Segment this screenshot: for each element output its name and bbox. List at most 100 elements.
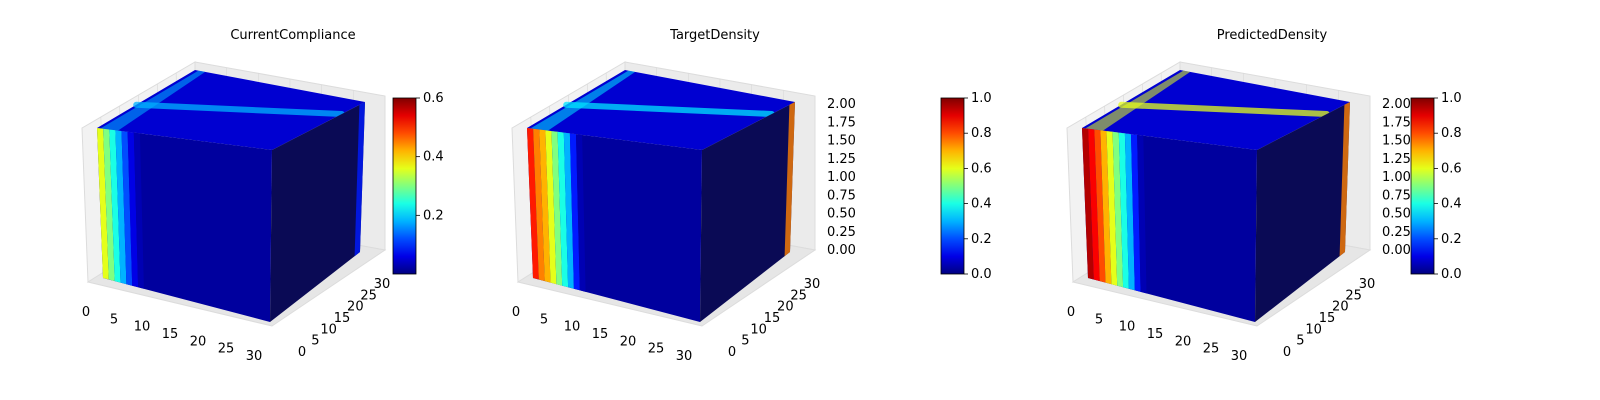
z-tick-label: 0.75	[1382, 188, 1411, 203]
voxel-band	[1100, 130, 1112, 285]
voxel-right-face	[270, 102, 365, 322]
voxel-band	[1082, 128, 1094, 280]
voxel-band	[569, 133, 580, 291]
x-tick-label: 25	[1203, 342, 1220, 357]
colorbar	[1410, 97, 1435, 275]
chart-title: PredictedDensity	[1217, 28, 1328, 43]
x-tick-label: 5	[110, 312, 118, 327]
y-tick-label: 20	[777, 300, 794, 315]
z-tick-label: 1.25	[827, 152, 856, 167]
voxel-top-streak	[1118, 101, 1330, 117]
x-tick-label: 30	[676, 349, 693, 364]
voxel-band	[97, 128, 109, 280]
z-tick-label: 1.50	[827, 134, 856, 149]
y-tick-label: 20	[347, 300, 364, 315]
y-tick-label: 5	[1296, 334, 1304, 349]
z-tick-label: 2.00	[827, 97, 856, 112]
colorbar-tick-label: 0.4	[423, 150, 444, 165]
y-tick-label: 30	[1359, 277, 1376, 292]
x-tick-label: 10	[134, 320, 151, 335]
x-tick-label: 5	[540, 312, 548, 327]
y-tick-label: 30	[804, 277, 821, 292]
voxel-top-streak	[563, 101, 775, 117]
z-tick-label: 1.00	[827, 170, 856, 185]
x-tick-label: 25	[648, 342, 665, 357]
voxel-band	[1137, 134, 1147, 294]
voxel-band	[1124, 133, 1135, 291]
voxel-top-band	[100, 70, 206, 131]
colorbar-tick-label: 0.6	[971, 161, 992, 176]
voxel-band	[563, 132, 574, 289]
z-tick-label: 0.00	[827, 243, 856, 258]
colorbar-tick-label: 0.4	[1441, 197, 1462, 212]
voxel-band	[576, 134, 586, 292]
x-tick-label: 30	[246, 349, 263, 364]
voxel-right-edge	[1339, 102, 1350, 257]
y-tick-label: 0	[728, 345, 736, 360]
x-tick-label: 30	[1231, 349, 1248, 364]
x-tick-label: 15	[162, 327, 179, 342]
y-tick-label: 10	[750, 322, 767, 337]
z-tick-label: 2.00	[1382, 97, 1411, 112]
y-tick-label: 25	[790, 288, 807, 303]
voxel-band	[557, 131, 569, 288]
x-tick-label: 0	[512, 305, 520, 320]
y-tick-label: 0	[1283, 345, 1291, 360]
colorbar-tick-label: 0.2	[971, 232, 992, 247]
y-tick-label: 15	[1319, 311, 1336, 326]
y-tick-label: 15	[334, 311, 351, 326]
voxel-band	[551, 131, 563, 286]
z-tick-label: 0.25	[1382, 225, 1411, 240]
z-tick-label: 1.25	[1382, 152, 1411, 167]
y-tick-label: 30	[374, 277, 391, 292]
voxel-band	[103, 128, 115, 282]
voxel-band	[1088, 128, 1100, 282]
colorbar-tick-label: 0.8	[971, 126, 992, 141]
colorbar-tick-label: 1.0	[971, 91, 992, 106]
x-tick-label: 5	[1095, 312, 1103, 327]
voxel-band	[109, 129, 121, 283]
voxel-top-band	[530, 70, 636, 131]
colorbar-tick-label: 0.2	[1441, 232, 1462, 247]
voxel-right-edge	[784, 102, 795, 257]
voxel-band	[1131, 134, 1141, 292]
voxel-band	[121, 131, 133, 286]
voxel-band	[1094, 129, 1106, 283]
voxel-top-streak	[133, 101, 345, 117]
y-tick-label: 15	[764, 311, 781, 326]
z-tick-label: 0.75	[827, 188, 856, 203]
colorbar-tick-label: 0.0	[1441, 267, 1462, 282]
voxel-band	[133, 132, 144, 289]
y-tick-label: 10	[1305, 322, 1322, 337]
x-tick-label: 15	[592, 327, 609, 342]
voxel-right-face	[1255, 102, 1350, 322]
y-tick-label: 10	[320, 322, 337, 337]
voxel-right-face	[700, 102, 795, 322]
y-tick-label: 25	[360, 288, 377, 303]
y-tick-label: 5	[311, 334, 319, 349]
colorbar-tick-label: 0.0	[971, 267, 992, 282]
x-tick-label: 20	[190, 334, 207, 349]
x-tick-label: 15	[1147, 327, 1164, 342]
y-tick-label: 0	[298, 345, 306, 360]
z-tick-label: 1.75	[1382, 115, 1411, 130]
voxel-band	[527, 128, 539, 280]
x-tick-label: 25	[218, 342, 235, 357]
y-tick-label: 20	[1332, 300, 1349, 315]
voxel-band	[127, 131, 139, 288]
voxel-right-edge	[354, 102, 365, 257]
colorbar-tick-label: 0.6	[423, 91, 444, 106]
x-tick-label: 0	[1067, 305, 1075, 320]
colorbar-tick-label: 0.6	[1441, 161, 1462, 176]
x-tick-label: 10	[564, 320, 581, 335]
colorbar	[392, 97, 417, 275]
x-tick-label: 20	[620, 334, 637, 349]
voxel-band	[533, 128, 545, 282]
colorbar-tick-label: 0.2	[423, 208, 444, 223]
z-tick-label: 0.50	[1382, 207, 1411, 222]
y-tick-label: 25	[1345, 288, 1362, 303]
voxel-band	[115, 130, 127, 285]
